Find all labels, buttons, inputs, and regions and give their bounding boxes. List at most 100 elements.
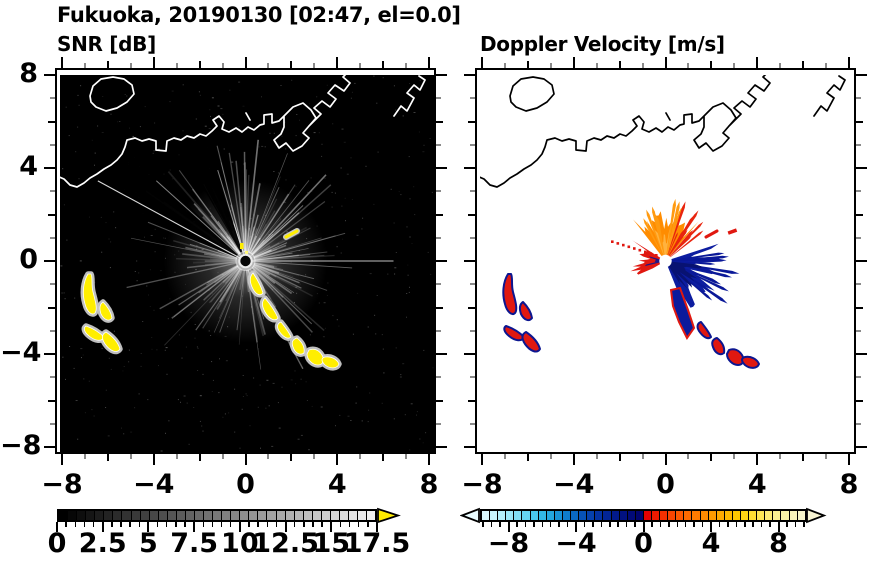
axis-tick [405,63,408,68]
colorbar-segment [797,511,805,520]
axis-tick [684,522,687,527]
colorbar-segment [113,511,123,520]
axis-tick [825,63,828,68]
axis-tick [735,522,738,527]
velocity-colorbar-label: −4 [555,528,597,559]
colorbar-segment [68,511,78,520]
axis-tick [733,63,736,68]
velocity-colorbar-label: 8 [769,528,788,559]
x-axis-label: 4 [747,469,767,500]
axis-tick [634,522,636,527]
colorbar-segment [749,511,758,520]
axis-tick [65,522,67,527]
colorbar-segment [231,511,241,520]
axis-tick [470,236,475,239]
axis-tick [357,522,360,527]
axis-tick [290,61,293,68]
colorbar-segment [86,511,96,520]
colorbar-segment [294,511,304,520]
colorbar-segment [285,511,295,520]
axis-tick [592,522,594,527]
snr-plot-canvas [60,75,434,452]
axis-tick [618,454,621,461]
axis-tick [779,454,782,459]
axis-tick [312,522,314,527]
colorbar-segment [498,511,507,520]
axis-tick [676,522,678,527]
axis-tick [436,236,441,239]
axis-tick [138,522,141,527]
snr-colorbar-label: 12.5 [252,528,319,559]
colorbar-segment [349,511,359,520]
colorbar-segment [595,511,604,520]
axis-tick [428,454,430,465]
colorbar-segment [204,511,214,520]
axis-tick [710,454,713,461]
axis-tick [111,522,113,527]
axis-tick [293,522,296,527]
axis-tick [856,399,863,402]
axis-tick [303,522,305,527]
colorbar-segment [222,511,232,520]
colorbar-segment [514,511,523,520]
axis-tick [541,522,543,527]
axis-tick [524,522,527,527]
colorbar-segment [506,511,515,520]
axis-tick [359,63,362,68]
colorbar-segment [708,511,717,520]
colorbar-segment [276,511,286,520]
axis-tick [211,522,214,527]
axis-tick [336,454,339,465]
axis-tick [44,167,55,169]
axis-tick [436,260,447,262]
colorbar-segment [635,511,644,520]
axis-tick [752,522,754,527]
axis-tick [436,190,441,193]
colorbar-segment [482,511,491,520]
axis-tick [659,522,662,527]
axis-tick [198,454,201,461]
axis-tick [558,522,560,527]
colorbar-segment [757,511,766,520]
axis-tick [507,522,510,532]
axis-tick [376,522,378,532]
axis-tick [313,454,316,459]
axis-tick [856,446,867,448]
axis-tick [202,522,205,527]
axis-tick [464,167,475,169]
velocity-plot-panel [475,68,856,454]
axis-tick [348,522,351,527]
axis-tick [436,376,441,379]
axis-tick [718,522,721,527]
axis-tick [175,454,178,459]
velocity-colorbar-over-arrow [806,507,827,524]
colorbar-segment [104,511,114,520]
snr-colorbar-label: 10 [221,528,259,559]
axis-tick [50,283,55,286]
axis-tick [464,353,475,355]
axis-tick [693,522,695,527]
x-axis-label: 8 [839,469,859,500]
x-axis-label: −8 [461,469,503,500]
axis-tick [856,260,867,262]
axis-tick [359,454,362,459]
colorbar-segment [213,511,223,520]
snr-colorbar [57,509,377,522]
axis-tick [470,283,475,286]
axis-tick [48,306,55,309]
y-axis-label: −8 [0,430,42,461]
axis-tick [549,63,552,68]
colorbar-segment [330,511,340,520]
axis-tick [50,329,55,332]
snr-colorbar-label: 7.5 [170,528,219,559]
velocity-colorbar-label: −8 [487,528,530,559]
axis-tick [490,522,493,527]
axis-tick [193,522,196,532]
axis-tick [468,306,475,309]
axis-tick [405,454,408,459]
colorbar-segment [194,511,204,520]
axis-tick [760,522,763,527]
colorbar-segment [149,511,159,520]
axis-tick [44,74,55,76]
